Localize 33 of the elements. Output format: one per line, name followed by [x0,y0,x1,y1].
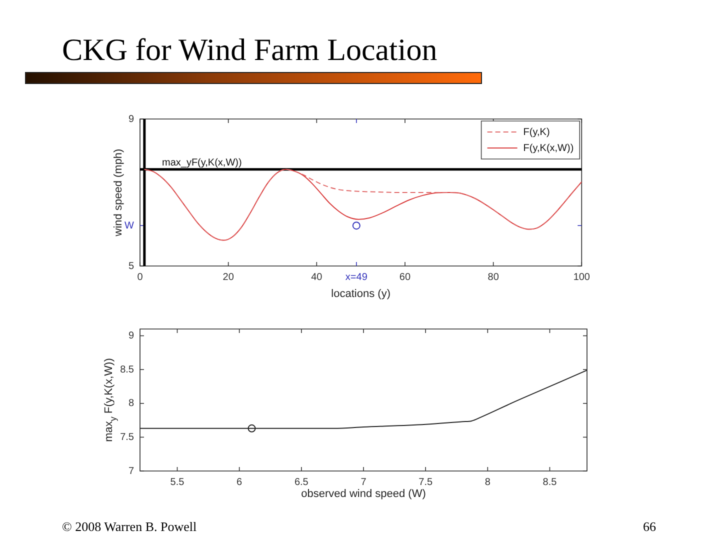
x-tick-label: 8.5 [542,476,558,488]
y-tick-label: 5 [128,260,134,272]
x-axis-title: observed wind speed (W) [301,488,426,500]
x-tick-label: 5.5 [170,476,185,488]
x-tick-label: 8 [484,476,491,488]
x-tick-label: 7 [360,476,367,488]
y-tick-label: 7 [128,466,134,477]
legend-label: F(y,K(x,W)) [523,142,574,154]
y-axis-title: maxy F(y,K(x,W)) [103,358,118,442]
y-axis-title: wind speed (mph) [112,148,125,238]
text: © 2008 Warren B. Powell [62,519,197,534]
x-tick-label: 0 [137,272,144,283]
x-tick-label: 6 [236,476,243,488]
x-tick-label: 20 [222,272,234,283]
y-tick-label: 7.5 [120,432,134,443]
ref-line-label: max_yF(y,K(x,W)) [162,157,242,168]
y-tick-label: W [124,220,135,232]
x-tick-label: x=49 [345,272,368,283]
y-tick-label: 8 [128,398,134,410]
x-tick-label: 60 [399,272,411,283]
x-tick-label: 40 [311,272,323,283]
x-axis-title: locations (y) [331,288,390,300]
text: 66 [643,519,656,534]
x-tick-label: 100 [573,272,590,283]
x-tick-label: 6.5 [294,476,309,488]
y-tick-label: 9 [128,114,134,125]
y-tick-label: 9 [128,330,134,342]
x-tick-label: 7.5 [418,476,433,488]
legend-label: F(y,K) [523,126,550,138]
y-tick-label: 8.5 [120,364,134,376]
chart-title: CKG for Wind Farm Location [62,32,438,67]
line-series [144,168,582,241]
x-tick-label: 80 [488,272,500,283]
